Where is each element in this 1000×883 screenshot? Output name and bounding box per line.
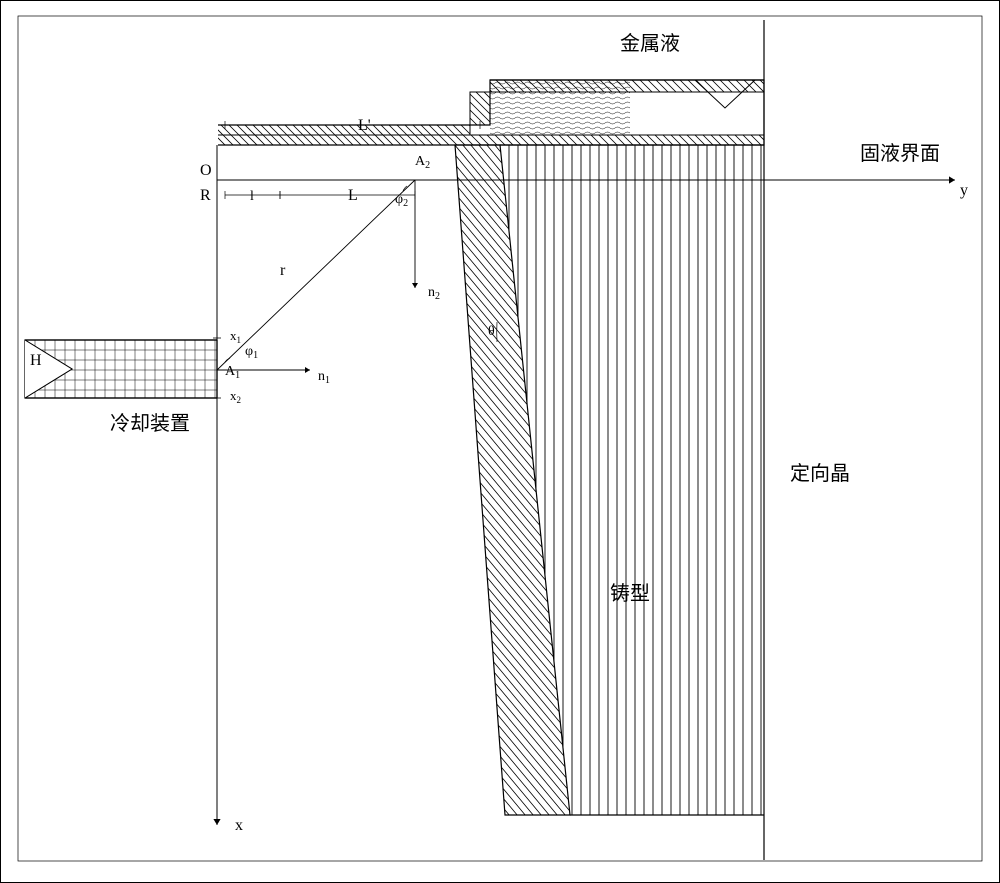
svg-text:H: H	[30, 352, 42, 369]
svg-text:θ: θ	[488, 324, 495, 339]
svg-text:A2: A2	[415, 154, 430, 171]
svg-text:铸型: 铸型	[610, 582, 650, 605]
svg-text:冷却装置: 冷却装置	[110, 412, 190, 435]
svg-text:固液界面: 固液界面	[860, 142, 940, 165]
svg-text:l: l	[250, 189, 254, 204]
svg-text:定向晶: 定向晶	[790, 462, 850, 485]
svg-text:n2: n2	[428, 285, 440, 302]
svg-text:L: L	[348, 187, 358, 204]
svg-text:x1: x1	[230, 328, 241, 345]
svg-text:O: O	[200, 162, 212, 179]
svg-text:金属液: 金属液	[620, 32, 680, 55]
svg-text:y: y	[960, 182, 968, 199]
svg-text:A1: A1	[225, 364, 240, 381]
svg-text:φ1: φ1	[245, 344, 258, 361]
svg-text:x2: x2	[230, 388, 241, 405]
svg-text:φ2: φ2	[395, 192, 408, 209]
svg-text:L': L'	[358, 117, 371, 134]
svg-text:r: r	[280, 262, 286, 279]
svg-text:n1: n1	[318, 369, 330, 386]
svg-text:R: R	[200, 187, 211, 204]
svg-text:x: x	[235, 817, 243, 834]
